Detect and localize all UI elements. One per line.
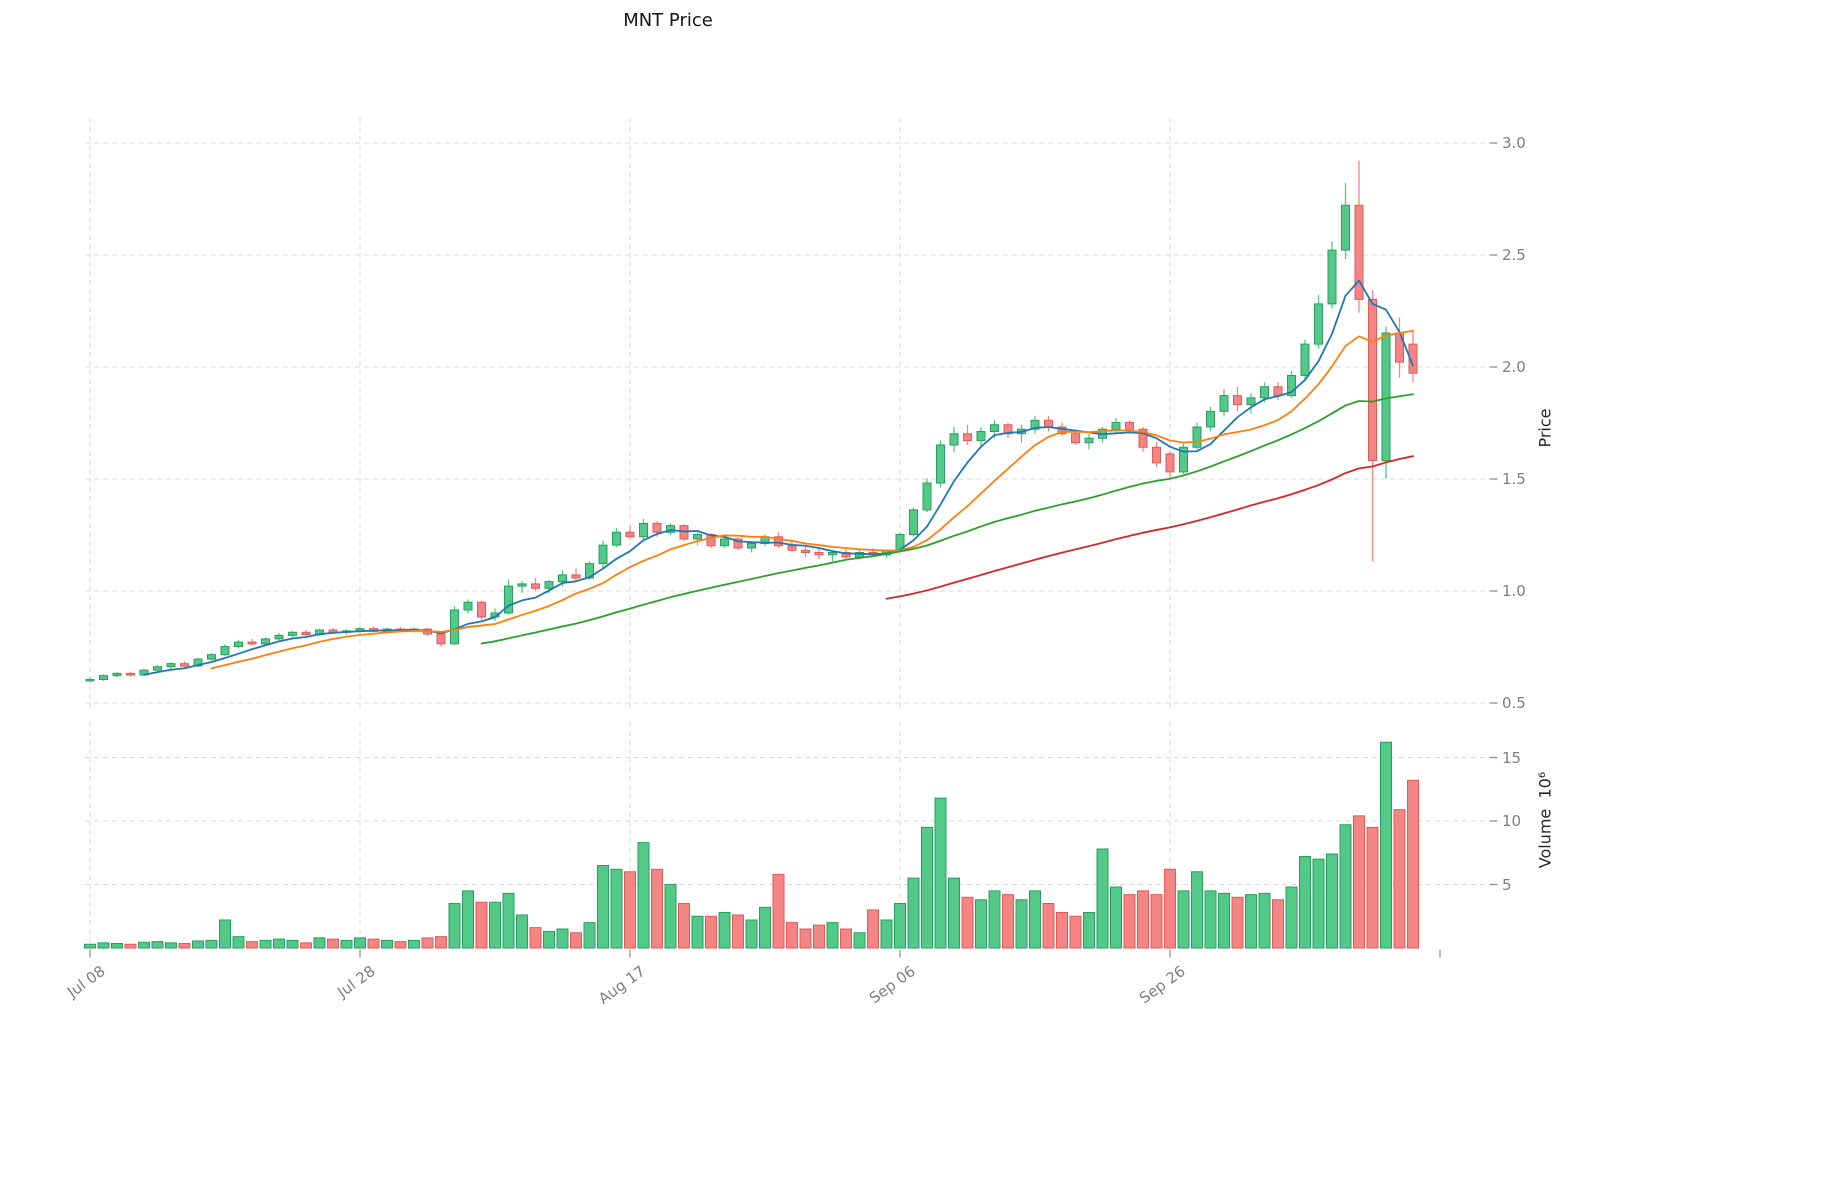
volume-tick-label: 10 — [1502, 812, 1522, 830]
price-axis-label: Price — [1535, 408, 1555, 448]
volume-axis-label: Volume 10⁶ — [1535, 771, 1555, 869]
chart-title: MNT Price — [623, 10, 713, 31]
price-tick-label: 0.5 — [1502, 694, 1526, 712]
price-tick-label: 1.0 — [1502, 582, 1526, 600]
price-tick-label: 2.5 — [1502, 246, 1526, 264]
volume-tick-label: 15 — [1502, 748, 1522, 767]
price-tick-label: 1.5 — [1502, 470, 1526, 488]
price-tick-label: 3.0 — [1502, 134, 1526, 152]
price-tick-label: 2.0 — [1502, 358, 1526, 376]
volume-tick-label: 5 — [1502, 875, 1512, 894]
